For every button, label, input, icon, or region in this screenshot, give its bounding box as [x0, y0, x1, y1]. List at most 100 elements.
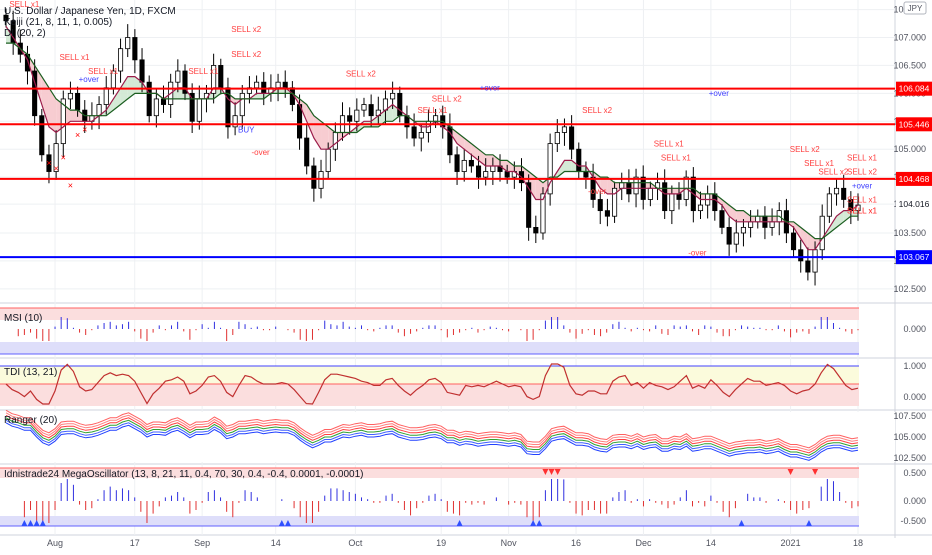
signal-annotation: SELL x1: [847, 206, 877, 215]
candle-body: [561, 126, 568, 133]
candle-body: [60, 98, 66, 145]
signal-annotation: SELL x1: [661, 153, 691, 162]
megaoscillator-pane-title: Idnistrade24 MegaOscillator (13, 8, 21, …: [4, 469, 364, 480]
candle-body: [833, 187, 840, 195]
mega-sell-triangle: [548, 469, 555, 475]
candle-body: [218, 65, 224, 89]
candle-body: [32, 70, 38, 117]
signal-annotation: SELL x2: [346, 70, 376, 79]
mega-buy-triangle: [278, 520, 285, 526]
x-tick-label: 18: [853, 538, 863, 548]
candle-body: [755, 215, 761, 223]
candle-body: [132, 37, 138, 61]
signal-annotation: BUY: [238, 125, 255, 134]
candle-body: [103, 87, 109, 105]
candle-body: [461, 159, 467, 172]
signal-annotation: +over: [79, 75, 100, 84]
mega-buy-triangle: [530, 520, 537, 526]
x-tick-label: 19: [436, 538, 446, 548]
signal-annotation: SELL x2: [847, 167, 877, 176]
ranger-band-line: [5, 414, 859, 454]
ranger-y-tick: 107.500: [893, 411, 926, 421]
mega-buy-triangle: [536, 520, 543, 526]
y-tick-label: 107.000: [893, 33, 926, 43]
keiji-cloud-segment: [671, 188, 680, 194]
keiji-cloud-segment: [256, 93, 264, 99]
last-price-tag: [896, 197, 932, 212]
candle-body: [662, 182, 668, 212]
candle-body: [669, 193, 675, 212]
signal-annotation: SELL x1: [847, 153, 877, 162]
level-price-label: 105.446: [899, 119, 930, 129]
candle-body: [475, 165, 482, 178]
mega-buy-triangle: [39, 520, 46, 526]
keiji-cloud-segment: [807, 232, 816, 250]
signal-annotation: +over: [480, 84, 501, 93]
signal-annotation: SELL x2: [231, 50, 261, 59]
candle-body: [533, 226, 539, 234]
candle-body: [368, 104, 374, 117]
candle-body: [826, 193, 832, 217]
candle-body: [318, 171, 324, 189]
candle-body: [433, 115, 439, 122]
y-tick-label: 103.500: [893, 228, 926, 238]
candle-body: [540, 193, 546, 234]
keiji-cloud-segment: [507, 160, 515, 172]
x-tick-label: 17: [130, 538, 140, 548]
signal-annotation: SELL x1: [9, 0, 39, 9]
candle-body: [418, 132, 424, 139]
candle-body: [583, 171, 589, 178]
candle-body: [182, 70, 188, 94]
x-tick-label: 2021: [781, 538, 801, 548]
keiji-cloud-segment: [120, 76, 128, 105]
level-price-tag: [896, 250, 932, 265]
candle-body: [67, 92, 73, 100]
candle-body: [841, 187, 847, 200]
ranger-y-tick: 102.500: [893, 453, 926, 463]
signal-annotation: SELL x1: [59, 53, 89, 62]
candle-body: [189, 92, 195, 122]
x-tick-label: Dec: [635, 538, 652, 548]
x-tick-label: 14: [706, 538, 716, 548]
signal-annotation: SELL x1: [188, 67, 218, 76]
ranger-band-line: [5, 417, 859, 456]
ranger-background: [0, 412, 895, 462]
candle-body: [454, 154, 460, 172]
y-tick-label: 105.000: [893, 144, 926, 154]
level-price-tag: [896, 171, 932, 186]
level-price-label: 104.468: [899, 174, 930, 184]
candle-body: [769, 221, 775, 228]
keiji-cloud-segment: [113, 87, 121, 111]
keiji-cloud-segment: [743, 210, 751, 222]
msi-pane-title: MSI (10): [4, 313, 43, 324]
signal-x-marker: ×: [61, 152, 66, 162]
signal-annotation: SELL x2: [582, 106, 612, 115]
mega-sell-triangle: [542, 469, 549, 475]
candle-body: [468, 159, 474, 167]
signal-annotation: +over: [709, 89, 730, 98]
currency-badge: [903, 1, 927, 15]
ranger-pane-title: Ranger (20): [4, 415, 58, 426]
candle-body: [569, 126, 575, 150]
candle-body: [354, 109, 360, 122]
keiji-cloud-segment: [843, 210, 851, 222]
candle-body: [282, 81, 288, 89]
keiji-cloud-segment: [721, 199, 730, 217]
candle-body: [576, 148, 582, 172]
candle-body: [139, 59, 145, 83]
signal-annotation: SELL x2: [790, 145, 820, 154]
tdi-neutral-band: [0, 366, 859, 384]
candle-body: [547, 143, 553, 195]
keiji-cloud-segment: [48, 87, 57, 133]
keiji-cloud-segment: [70, 110, 78, 122]
candle-body: [604, 210, 610, 217]
candle-body: [332, 132, 338, 150]
candle-body: [855, 204, 861, 212]
keiji-cloud-segment: [471, 143, 479, 161]
keiji-cloud-segment: [800, 227, 808, 250]
candle-body: [325, 148, 331, 172]
candle-body: [390, 92, 396, 100]
candle-body: [748, 221, 754, 228]
